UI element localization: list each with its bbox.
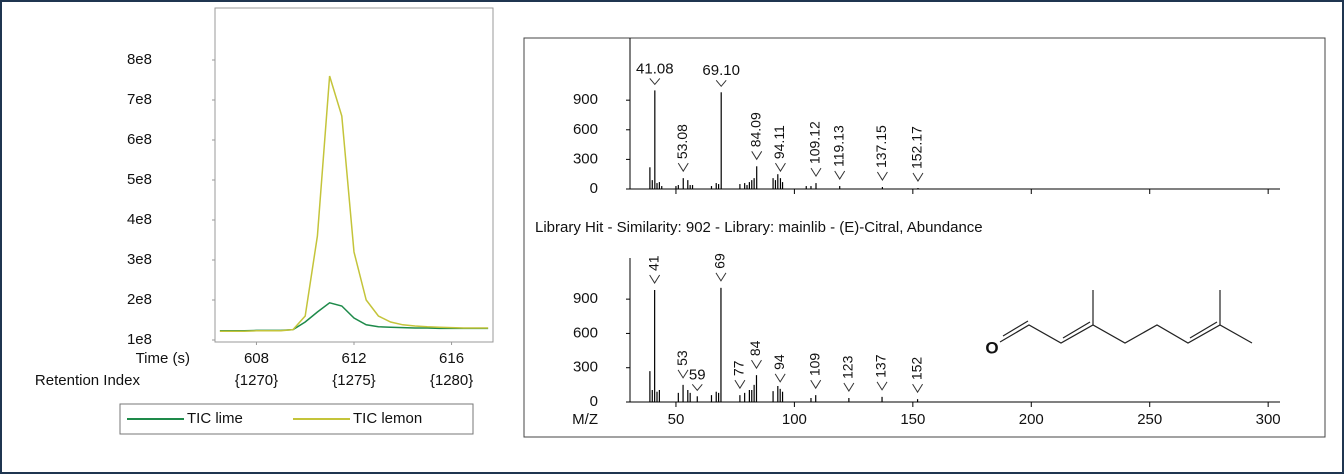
y-tick-label: 900 <box>573 91 598 108</box>
x2-axis-label: Retention Index <box>35 372 141 389</box>
peak-label: 109 <box>806 353 822 377</box>
peak-label: 41.08 <box>636 60 674 77</box>
x2-tick-label: {1275} <box>332 372 375 389</box>
y-tick-label: 600 <box>573 324 598 341</box>
legend-label: TIC lemon <box>353 410 422 427</box>
y-tick-label: 8e8 <box>127 51 152 68</box>
y-tick-label: 0 <box>590 180 598 197</box>
peak-label: 94.11 <box>771 125 787 159</box>
peak-marker <box>649 274 661 284</box>
y-tick-label: 900 <box>573 290 598 307</box>
peak-marker <box>677 369 689 379</box>
peak-marker <box>774 373 786 383</box>
peak-label: 84 <box>747 340 763 356</box>
x-tick-label: 300 <box>1256 411 1281 428</box>
peak-label: 152 <box>908 357 924 381</box>
molecule-structure <box>999 290 1253 344</box>
x-tick-label: 200 <box>1019 411 1044 428</box>
peak-marker <box>810 167 822 178</box>
peak-marker <box>834 170 846 180</box>
peak-marker <box>876 171 888 181</box>
peak-marker <box>810 379 822 390</box>
x-tick-label: 50 <box>668 411 685 428</box>
y-tick-label: 5e8 <box>127 171 152 188</box>
peak-marker <box>734 379 746 390</box>
peak-marker <box>649 78 661 86</box>
peak-marker <box>715 272 727 282</box>
peak-marker <box>691 383 703 392</box>
x-axis-label: M/Z <box>572 411 598 428</box>
peak-label: 59 <box>689 366 706 383</box>
peak-marker <box>677 162 689 173</box>
atom-label: O <box>985 338 998 357</box>
legend-label: TIC lime <box>187 410 243 427</box>
y-tick-label: 600 <box>573 121 598 138</box>
peak-marker <box>715 79 727 88</box>
peak-marker <box>751 151 763 161</box>
peak-label: 109.12 <box>807 121 823 164</box>
peak-marker <box>843 382 855 392</box>
series-line <box>219 301 489 332</box>
x-tick-label: 150 <box>900 411 925 428</box>
peak-label: 84.09 <box>747 112 763 147</box>
y-tick-label: 4e8 <box>127 211 152 228</box>
plot-frame <box>214 7 494 343</box>
y-tick-label: 300 <box>573 150 598 167</box>
peak-label: 69.10 <box>702 62 740 79</box>
peak-label: 53.08 <box>674 124 690 159</box>
peak-label: 152.17 <box>909 126 925 169</box>
y-tick-label: 0 <box>590 393 598 410</box>
series-line <box>219 75 489 332</box>
peak-marker <box>775 162 786 173</box>
y-tick-label: 1e8 <box>127 331 152 348</box>
peak-label: 137 <box>873 354 889 378</box>
x-tick-label: 612 <box>341 350 366 367</box>
x-tick-label: 100 <box>782 411 807 428</box>
peak-label: 53 <box>674 350 690 366</box>
peak-marker <box>912 172 924 182</box>
x-tick-label: 250 <box>1137 411 1162 428</box>
y-tick-label: 3e8 <box>127 251 152 268</box>
peak-marker <box>751 359 762 370</box>
spectrum-frame <box>523 37 1326 438</box>
peak-label: 94 <box>771 354 787 370</box>
y-tick-label: 300 <box>573 359 598 376</box>
y-tick-label: 6e8 <box>127 131 152 148</box>
peak-label: 41 <box>645 255 661 271</box>
peak-label: 123 <box>840 355 856 379</box>
x2-tick-label: {1270} <box>235 372 278 389</box>
peak-label: 69 <box>712 253 728 269</box>
x2-tick-label: {1280} <box>430 372 473 389</box>
peak-marker <box>876 381 888 391</box>
y-tick-label: 2e8 <box>127 291 152 308</box>
peak-label: 119.13 <box>830 125 846 167</box>
peak-label: 137.15 <box>873 125 889 168</box>
peak-label: 77 <box>731 360 747 376</box>
x-axis-label: Time (s) <box>136 350 190 367</box>
library-title: Library Hit - Similarity: 902 - Library:… <box>535 219 983 236</box>
y-tick-label: 7e8 <box>127 91 152 108</box>
x-tick-label: 608 <box>244 350 269 367</box>
x-tick-label: 616 <box>439 350 464 367</box>
peak-marker <box>912 383 923 394</box>
